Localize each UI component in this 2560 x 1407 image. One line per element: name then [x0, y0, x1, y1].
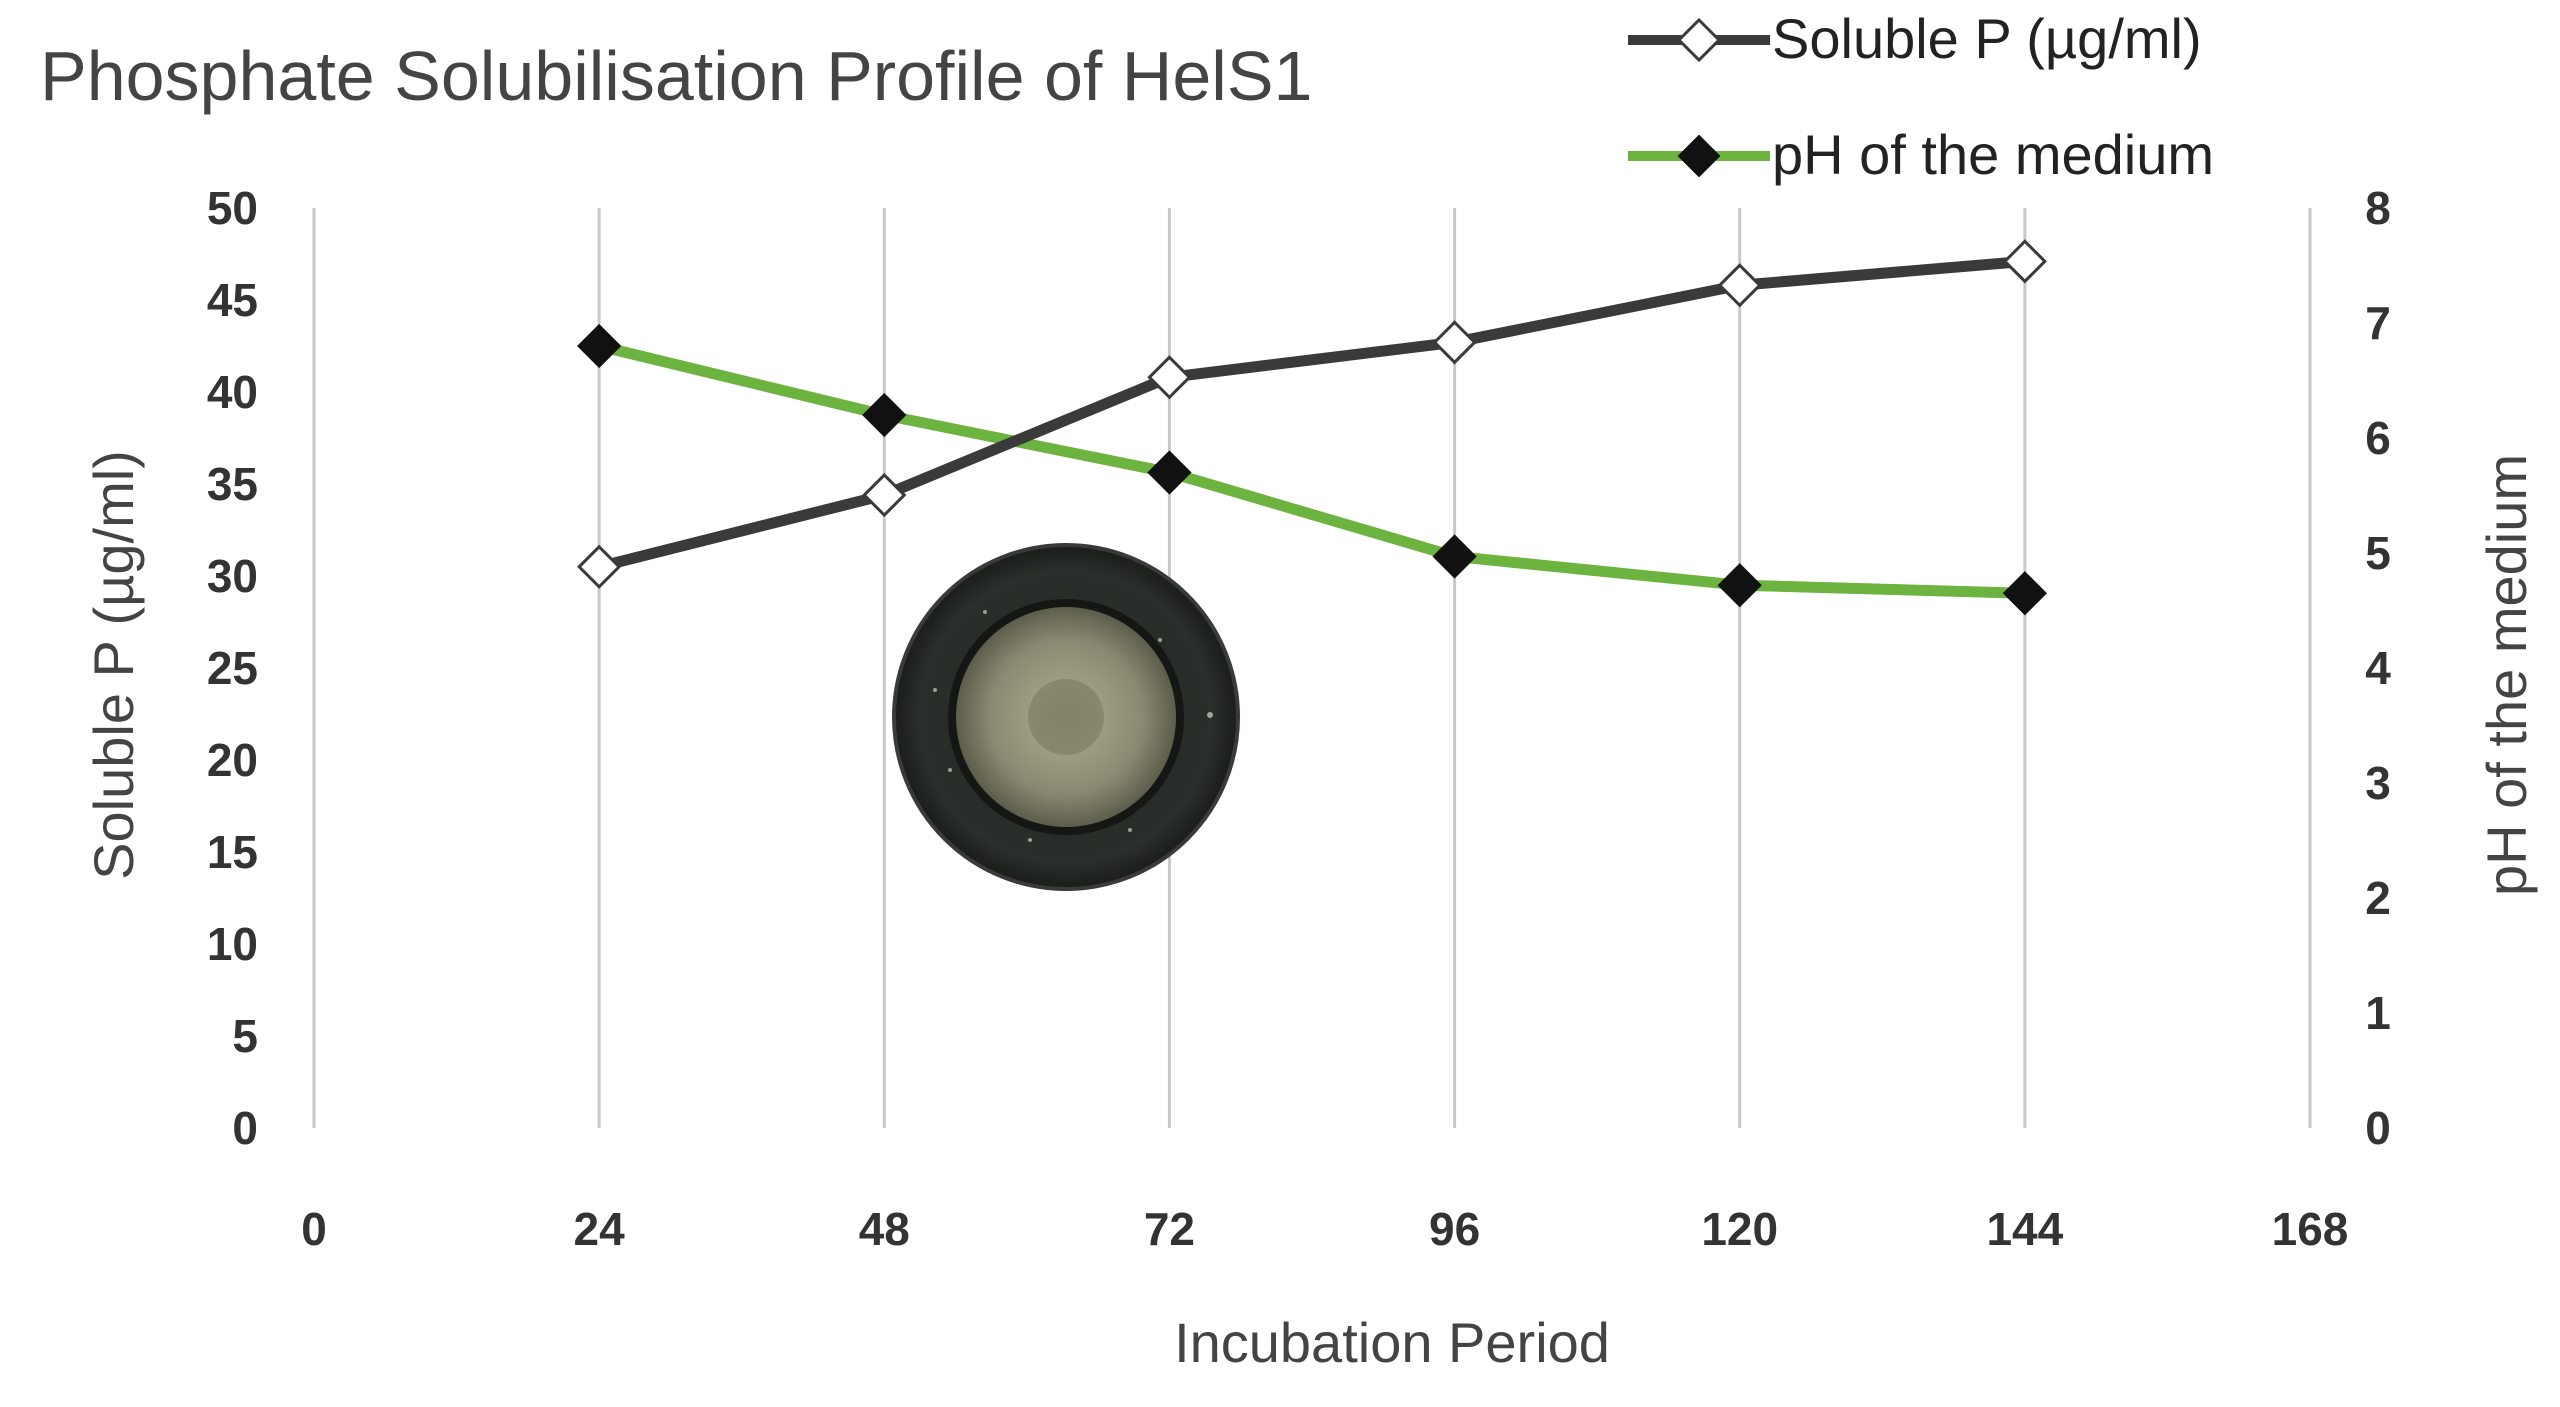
- x-tick-label-168: 168: [2272, 1203, 2349, 1255]
- data-point-ph-72: [1147, 450, 1192, 495]
- data-point-ph-24: [577, 323, 622, 369]
- y-tick-label-right-6: 6: [2365, 412, 2391, 464]
- y-tick-label-right-0: 0: [2365, 1102, 2391, 1154]
- series-line-ph: [593, 340, 2031, 599]
- data-point-soluble-p-48: [862, 472, 907, 518]
- data-point-soluble-p-120: [1717, 263, 1762, 308]
- data-point-ph-96: [1432, 534, 1477, 579]
- legend-label-soluble-p: Soluble P (µg/ml): [1772, 7, 2202, 70]
- legend-item-ph: pH of the medium: [1628, 123, 2214, 186]
- x-tick-label-144: 144: [1986, 1203, 2063, 1255]
- y-tick-label-left-50: 50: [207, 182, 258, 234]
- data-point-ph-120: [1717, 563, 1762, 608]
- legend-item-soluble-p: Soluble P (µg/ml): [1628, 7, 2202, 70]
- chart-title: Phosphate Solubilisation Profile of HelS…: [40, 37, 1312, 115]
- data-point-soluble-p-96: [1432, 320, 1477, 365]
- y-tick-label-left-40: 40: [207, 366, 258, 418]
- y-tick-label-left-20: 20: [207, 734, 258, 786]
- tick-labels: 0 24 48 72 96 120 144 1680510152025303540455001…: [207, 182, 2391, 1255]
- y-tick-label-right-5: 5: [2365, 527, 2391, 579]
- data-point-soluble-p-72: [1147, 355, 1192, 400]
- y-tick-label-right-2: 2: [2365, 872, 2391, 924]
- x-tick-label-120: 120: [1701, 1203, 1778, 1255]
- y-tick-label-left-15: 15: [207, 826, 258, 878]
- y-tick-label-left-25: 25: [207, 642, 258, 694]
- data-point-ph-48: [862, 392, 907, 438]
- x-tick-label-48: 48: [859, 1203, 910, 1255]
- data-point-ph-144: [2002, 571, 2047, 616]
- series-layer: [577, 239, 2047, 616]
- y-tick-label-left-45: 45: [207, 274, 258, 326]
- data-point-soluble-p-144: [2002, 239, 2047, 284]
- colony-inset-image: [892, 543, 1240, 891]
- y-tick-label-right-7: 7: [2365, 297, 2391, 349]
- y-tick-label-left-35: 35: [207, 458, 258, 510]
- y-tick-label-right-3: 3: [2365, 757, 2391, 809]
- y-axis-title-right: pH of the medium: [2475, 454, 2538, 896]
- y-tick-label-left-5: 5: [232, 1010, 258, 1062]
- y-tick-label-left-0: 0: [232, 1102, 258, 1154]
- series-line-soluble-p: [593, 255, 2031, 573]
- x-axis-title: Incubation Period: [1174, 1311, 1610, 1374]
- y-tick-label-right-1: 1: [2365, 987, 2391, 1039]
- legend: Soluble P (µg/ml) pH of the medium: [1628, 7, 2214, 186]
- legend-label-ph: pH of the medium: [1772, 123, 2214, 186]
- x-tick-label-24: 24: [574, 1203, 626, 1255]
- x-tick-label-0: 0: [301, 1203, 327, 1255]
- data-point-soluble-p-24: [577, 544, 622, 589]
- y-axis-title-left: Soluble P (µg/ml): [82, 450, 145, 880]
- y-tick-label-left-10: 10: [207, 918, 258, 970]
- y-tick-label-right-8: 8: [2365, 182, 2391, 234]
- x-tick-label-72: 72: [1144, 1203, 1195, 1255]
- x-tick-label-96: 96: [1429, 1203, 1480, 1255]
- y-tick-label-right-4: 4: [2365, 642, 2391, 694]
- y-tick-label-left-30: 30: [207, 550, 258, 602]
